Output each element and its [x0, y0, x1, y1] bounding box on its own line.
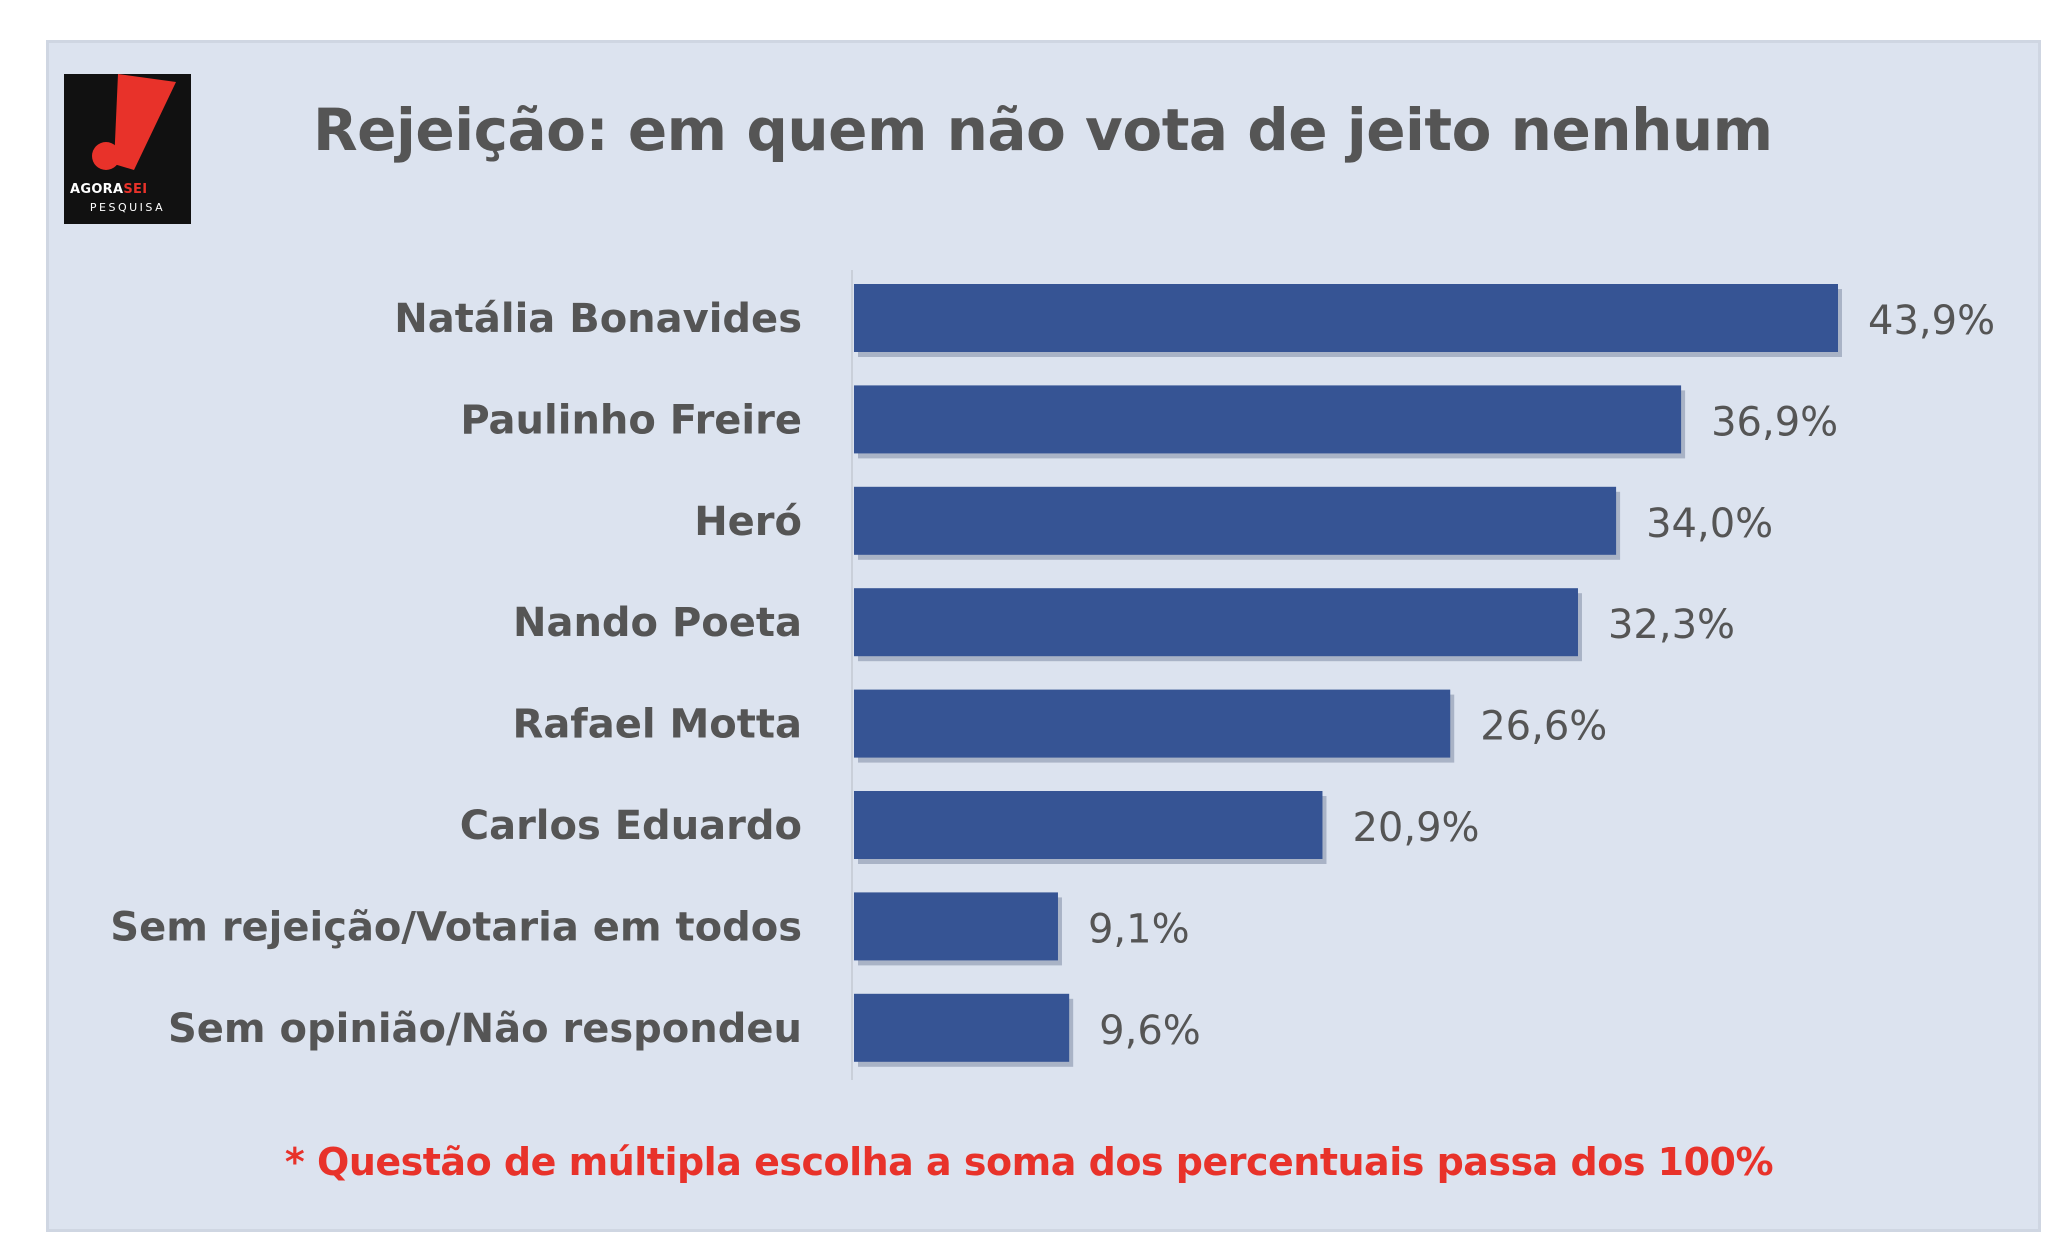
bar	[854, 588, 1578, 657]
logo-wordmark: AGORASEI	[70, 182, 148, 197]
category-label: Paulinho Freire	[460, 397, 802, 443]
category-label: Natália Bonavides	[394, 296, 802, 342]
category-label: Rafael Motta	[513, 702, 802, 748]
category-label: Sem rejeição/Votaria em todos	[110, 904, 802, 950]
logo-subtitle: PESQUISA	[89, 201, 166, 214]
bar	[854, 892, 1058, 961]
data-label: 34,0%	[1646, 501, 1773, 547]
bar	[854, 284, 1838, 352]
exclamation-icon	[114, 74, 176, 170]
data-label: 26,6%	[1480, 704, 1607, 750]
agorasei-logo: AGORASEI PESQUISA	[64, 74, 191, 224]
data-label: 9,1%	[1088, 906, 1190, 952]
bar	[854, 993, 1070, 1062]
exclamation-dot-icon	[92, 142, 120, 170]
footnote: * Questão de múltipla escolha a soma dos…	[284, 1140, 1774, 1184]
bar	[854, 791, 1323, 859]
data-label: 43,9%	[1868, 298, 1995, 344]
category-label: Carlos Eduardo	[460, 803, 802, 849]
category-label: Sem opinião/Não respondeu	[168, 1006, 802, 1052]
bar	[854, 689, 1451, 758]
data-label: 20,9%	[1352, 805, 1479, 851]
chart-title: Rejeição: em quem não vota de jeito nenh…	[313, 96, 1773, 164]
data-label: 32,3%	[1608, 602, 1735, 648]
category-label: Heró	[694, 499, 802, 545]
bars-layer: Natália Bonavides 43,9% Paulinho Freire 36,…	[110, 284, 1995, 1067]
bar	[854, 486, 1617, 555]
bar	[854, 385, 1682, 454]
data-label: 36,9%	[1711, 399, 1838, 445]
data-label: 9,6%	[1099, 1008, 1201, 1054]
category-label: Nando Poeta	[513, 600, 802, 646]
